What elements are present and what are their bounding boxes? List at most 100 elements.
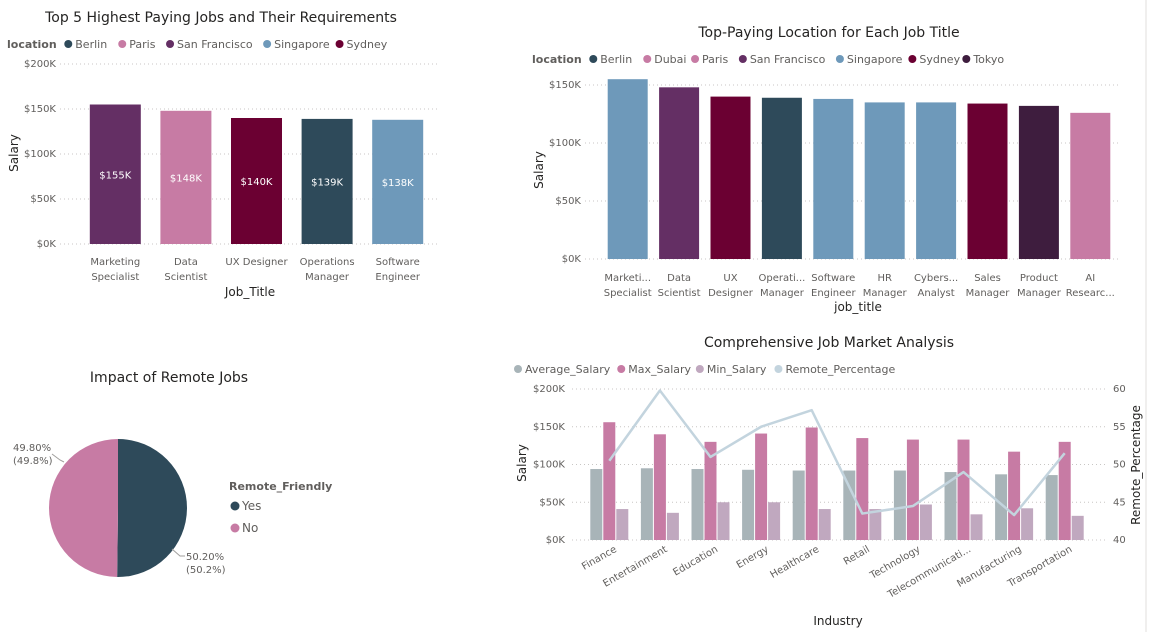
top5-legend-label-san-francisco[interactable]: San Francisco xyxy=(177,38,253,51)
toploc-legend-label-berlin[interactable]: Berlin xyxy=(600,53,632,66)
toploc-x-axis-title: job_title xyxy=(833,300,882,314)
toploc-legend-label-tokyo[interactable]: Tokyo xyxy=(972,53,1004,66)
toploc-bar[interactable] xyxy=(864,102,905,260)
market-bar-max-salary[interactable] xyxy=(805,427,818,540)
market-bar-min-salary[interactable] xyxy=(869,509,882,540)
market-bar-average-salary[interactable] xyxy=(893,470,906,540)
top5-legend-label-berlin[interactable]: Berlin xyxy=(75,38,107,51)
market-bar-min-salary[interactable] xyxy=(818,509,831,540)
top5-bar[interactable] xyxy=(301,118,353,244)
market-bar-max-salary[interactable] xyxy=(755,433,768,540)
top5-legend-dot-san-francisco[interactable] xyxy=(166,40,175,48)
market-bar-max-salary[interactable] xyxy=(653,434,666,540)
top5-legend-label-singapore[interactable]: Singapore xyxy=(274,38,330,51)
market-remote-line[interactable] xyxy=(608,389,1066,517)
remote-pie-slice-no[interactable] xyxy=(49,439,119,577)
remote-pie[interactable] xyxy=(49,439,188,578)
market-legend-dot-average-salary[interactable] xyxy=(514,365,522,373)
market-bars[interactable] xyxy=(590,422,1084,540)
market-bar-max-salary[interactable] xyxy=(603,422,616,540)
toploc-legend-label-sydney[interactable]: Sydney xyxy=(919,53,960,66)
toploc-bar[interactable] xyxy=(813,98,854,259)
market-bar-average-salary[interactable] xyxy=(944,472,957,540)
remote-legend-label-no[interactable]: No xyxy=(242,521,258,535)
top-location-chart[interactable]: Top-Paying Location for Each Job Title l… xyxy=(532,25,1118,314)
market-bar-average-salary[interactable] xyxy=(590,469,603,540)
toploc-bar[interactable] xyxy=(1070,112,1111,259)
remote-jobs-pie-chart[interactable]: Impact of Remote Jobs 50.20% (50.2%) 49.80… xyxy=(13,370,332,578)
remote-legend[interactable]: Yes No xyxy=(230,499,262,535)
remote-legend-dot-no[interactable] xyxy=(230,523,240,533)
toploc-legend-dot-berlin[interactable] xyxy=(589,55,598,63)
market-bar-average-salary[interactable] xyxy=(995,474,1008,540)
toploc-legend-dot-singapore[interactable] xyxy=(835,55,844,63)
market-bar-min-salary[interactable] xyxy=(666,512,679,540)
top5-bars[interactable]: $155K $148K $140K $139K $138K xyxy=(89,104,424,245)
toploc-bar[interactable] xyxy=(607,79,648,259)
market-bar-min-salary[interactable] xyxy=(616,509,629,540)
remote-legend-dot-yes[interactable] xyxy=(230,501,240,511)
top5-bar[interactable] xyxy=(160,110,212,244)
toploc-legend-label-san-francisco[interactable]: San Francisco xyxy=(750,53,826,66)
toploc-category-label: Sales Manager xyxy=(966,273,1011,299)
toploc-legend-dot-sydney[interactable] xyxy=(908,55,917,63)
toploc-legend-dot-dubai[interactable] xyxy=(643,55,652,63)
toploc-legend-label-dubai[interactable]: Dubai xyxy=(654,53,686,66)
remote-legend-label-yes[interactable]: Yes xyxy=(241,499,261,513)
toploc-legend-label-singapore[interactable]: Singapore xyxy=(847,53,903,66)
top5-legend-dot-paris[interactable] xyxy=(118,40,127,48)
market-legend-label-max-salary[interactable]: Max_Salary xyxy=(628,363,691,376)
toploc-bar[interactable] xyxy=(967,103,1008,259)
market-legend-dot-max-salary[interactable] xyxy=(617,365,626,373)
toploc-chart-title: Top-Paying Location for Each Job Title xyxy=(697,25,959,41)
top5-legend-label-paris[interactable]: Paris xyxy=(129,38,155,51)
market-legend-label-min-salary[interactable]: Min_Salary xyxy=(707,363,767,376)
toploc-bars[interactable] xyxy=(607,79,1111,260)
top5-bar[interactable] xyxy=(231,118,282,244)
top5-legend[interactable]: location Berlin Paris San Francisco Singapor… xyxy=(7,38,388,51)
toploc-legend[interactable]: location Berlin Dubai Paris San Francisco Sin… xyxy=(532,53,1004,66)
market-bar-average-salary[interactable] xyxy=(691,469,704,540)
top5-legend-dot-berlin[interactable] xyxy=(64,40,73,48)
market-bar-max-salary[interactable] xyxy=(906,439,919,540)
toploc-bar[interactable] xyxy=(761,97,802,259)
market-bar-max-salary[interactable] xyxy=(704,441,717,540)
toploc-bar[interactable] xyxy=(659,87,700,259)
market-bar-max-salary[interactable] xyxy=(856,438,869,540)
top5-bar[interactable] xyxy=(89,104,141,245)
top5-legend-dot-singapore[interactable] xyxy=(263,40,272,48)
market-bar-average-salary[interactable] xyxy=(843,470,856,540)
market-bar-min-salary[interactable] xyxy=(1021,508,1034,540)
top5-jobs-chart[interactable]: Top 5 Highest Paying Jobs and Their Requ… xyxy=(7,10,438,299)
market-bar-average-salary[interactable] xyxy=(1045,475,1058,540)
top5-bar[interactable] xyxy=(372,119,424,244)
toploc-legend-dot-paris[interactable] xyxy=(691,55,700,63)
toploc-bar[interactable] xyxy=(710,96,751,259)
toploc-legend-dot-san-francisco[interactable] xyxy=(738,55,747,63)
market-legend-dot-min-salary[interactable] xyxy=(695,365,704,373)
toploc-bar[interactable] xyxy=(916,102,957,260)
top5-legend-dot-sydney[interactable] xyxy=(335,40,344,48)
remote-pie-slice-yes[interactable] xyxy=(117,439,188,578)
toploc-legend-dot-tokyo[interactable] xyxy=(962,55,971,63)
market-line-remote-percentage[interactable] xyxy=(608,389,1066,517)
toploc-bar[interactable] xyxy=(1018,105,1059,259)
market-legend-label-average-salary[interactable]: Average_Salary xyxy=(525,363,611,376)
market-bar-max-salary[interactable] xyxy=(1058,441,1071,540)
market-legend-dot-remote-percentage[interactable] xyxy=(774,365,783,373)
market-bar-min-salary[interactable] xyxy=(919,504,932,540)
toploc-legend-label-paris[interactable]: Paris xyxy=(702,53,728,66)
market-legend-label-remote-percentage[interactable]: Remote_Percentage xyxy=(785,363,895,376)
market-bar-max-salary[interactable] xyxy=(1008,451,1021,540)
market-bar-min-salary[interactable] xyxy=(717,502,730,540)
market-bar-average-salary[interactable] xyxy=(640,468,653,540)
top5-legend-label-sydney[interactable]: Sydney xyxy=(347,38,388,51)
market-bar-average-salary[interactable] xyxy=(742,469,755,540)
market-legend[interactable]: Average_Salary Max_Salary Min_Salary Remote… xyxy=(514,363,895,376)
job-market-chart[interactable]: Comprehensive Job Market Analysis Averag… xyxy=(514,335,1143,628)
market-bar-average-salary[interactable] xyxy=(792,470,805,540)
market-bar-max-salary[interactable] xyxy=(957,439,970,540)
market-bar-min-salary[interactable] xyxy=(768,502,781,540)
market-bar-min-salary[interactable] xyxy=(970,514,983,540)
market-bar-min-salary[interactable] xyxy=(1071,515,1084,540)
